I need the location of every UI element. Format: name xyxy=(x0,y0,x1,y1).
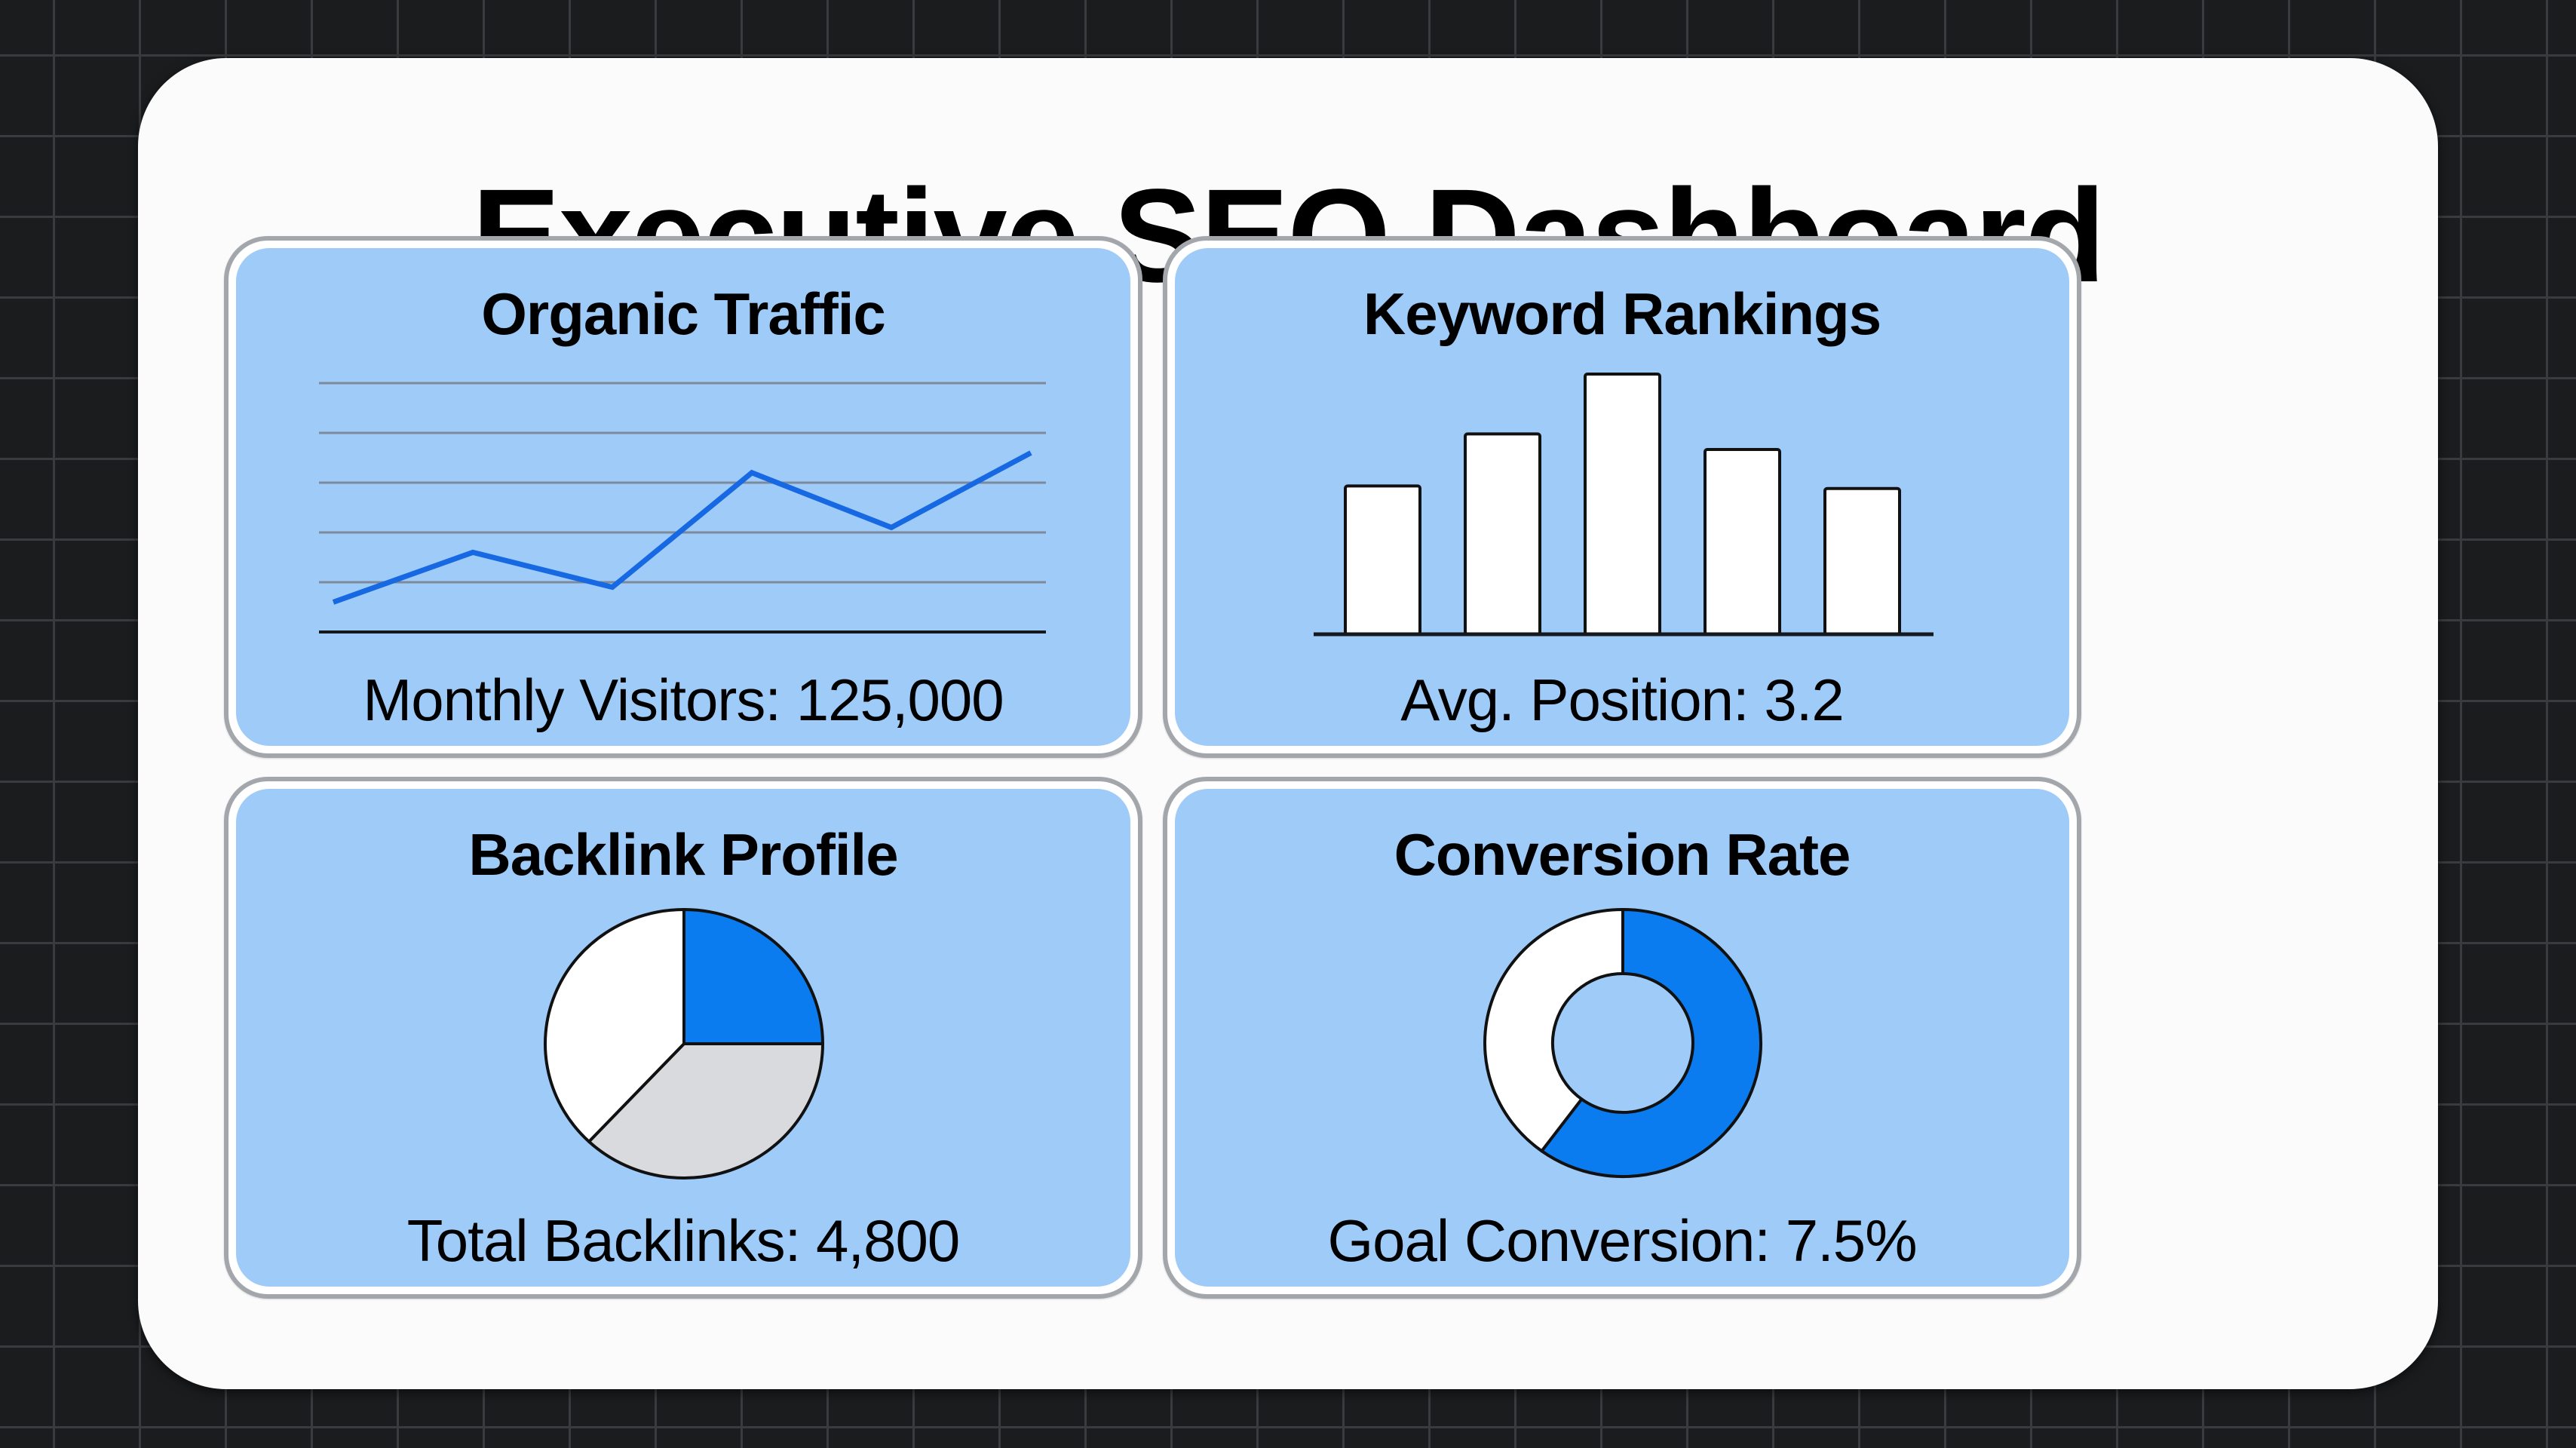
donut-slice-blue xyxy=(1540,908,1762,1178)
bar xyxy=(1584,373,1661,636)
keyword-rankings-title: Keyword Rankings xyxy=(1363,281,1881,347)
conversion-rate-donut-chart xyxy=(1483,908,1762,1178)
goal-conversion-stat: Goal Conversion: 7.5% xyxy=(1327,1207,1917,1274)
backlink-profile-card: Backlink Profile Total Backlinks: 4,800 xyxy=(224,777,1142,1299)
keyword-rankings-card-body: Keyword Rankings Avg. Position: 3.2 xyxy=(1175,248,2069,746)
conversion-rate-card-body: Conversion Rate Goal Conversion: 7.5% xyxy=(1175,789,2069,1287)
conversion-rate-title: Conversion Rate xyxy=(1394,821,1851,888)
traffic-line xyxy=(332,450,1032,605)
backlink-profile-title: Backlink Profile xyxy=(468,821,898,888)
pie-slice-blue xyxy=(682,908,824,1045)
pie-slice-grey xyxy=(587,1042,824,1180)
keyword-rankings-bar-chart xyxy=(1314,373,1934,637)
organic-traffic-line-chart xyxy=(319,382,1046,634)
bar xyxy=(1823,486,1901,636)
total-backlinks-stat: Total Backlinks: 4,800 xyxy=(406,1207,960,1274)
pie-slice-white xyxy=(544,908,685,1143)
keyword-rankings-card: Keyword Rankings Avg. Position: 3.2 xyxy=(1163,236,2081,758)
bar xyxy=(1344,484,1421,636)
backlink-profile-card-body: Backlink Profile Total Backlinks: 4,800 xyxy=(236,789,1130,1287)
conversion-rate-card: Conversion Rate Goal Conversion: 7.5% xyxy=(1163,777,2081,1299)
bar xyxy=(1464,432,1541,636)
backlink-profile-pie-chart xyxy=(544,908,824,1180)
organic-traffic-card-body: Organic Traffic Monthly Visitors: 125,00… xyxy=(236,248,1130,746)
donut-slice-white xyxy=(1483,908,1624,1153)
monthly-visitors-stat: Monthly Visitors: 125,000 xyxy=(363,667,1004,733)
avg-position-stat: Avg. Position: 3.2 xyxy=(1400,667,1845,733)
organic-traffic-card: Organic Traffic Monthly Visitors: 125,00… xyxy=(224,236,1142,758)
organic-traffic-title: Organic Traffic xyxy=(481,281,886,347)
bar xyxy=(1704,448,1781,636)
